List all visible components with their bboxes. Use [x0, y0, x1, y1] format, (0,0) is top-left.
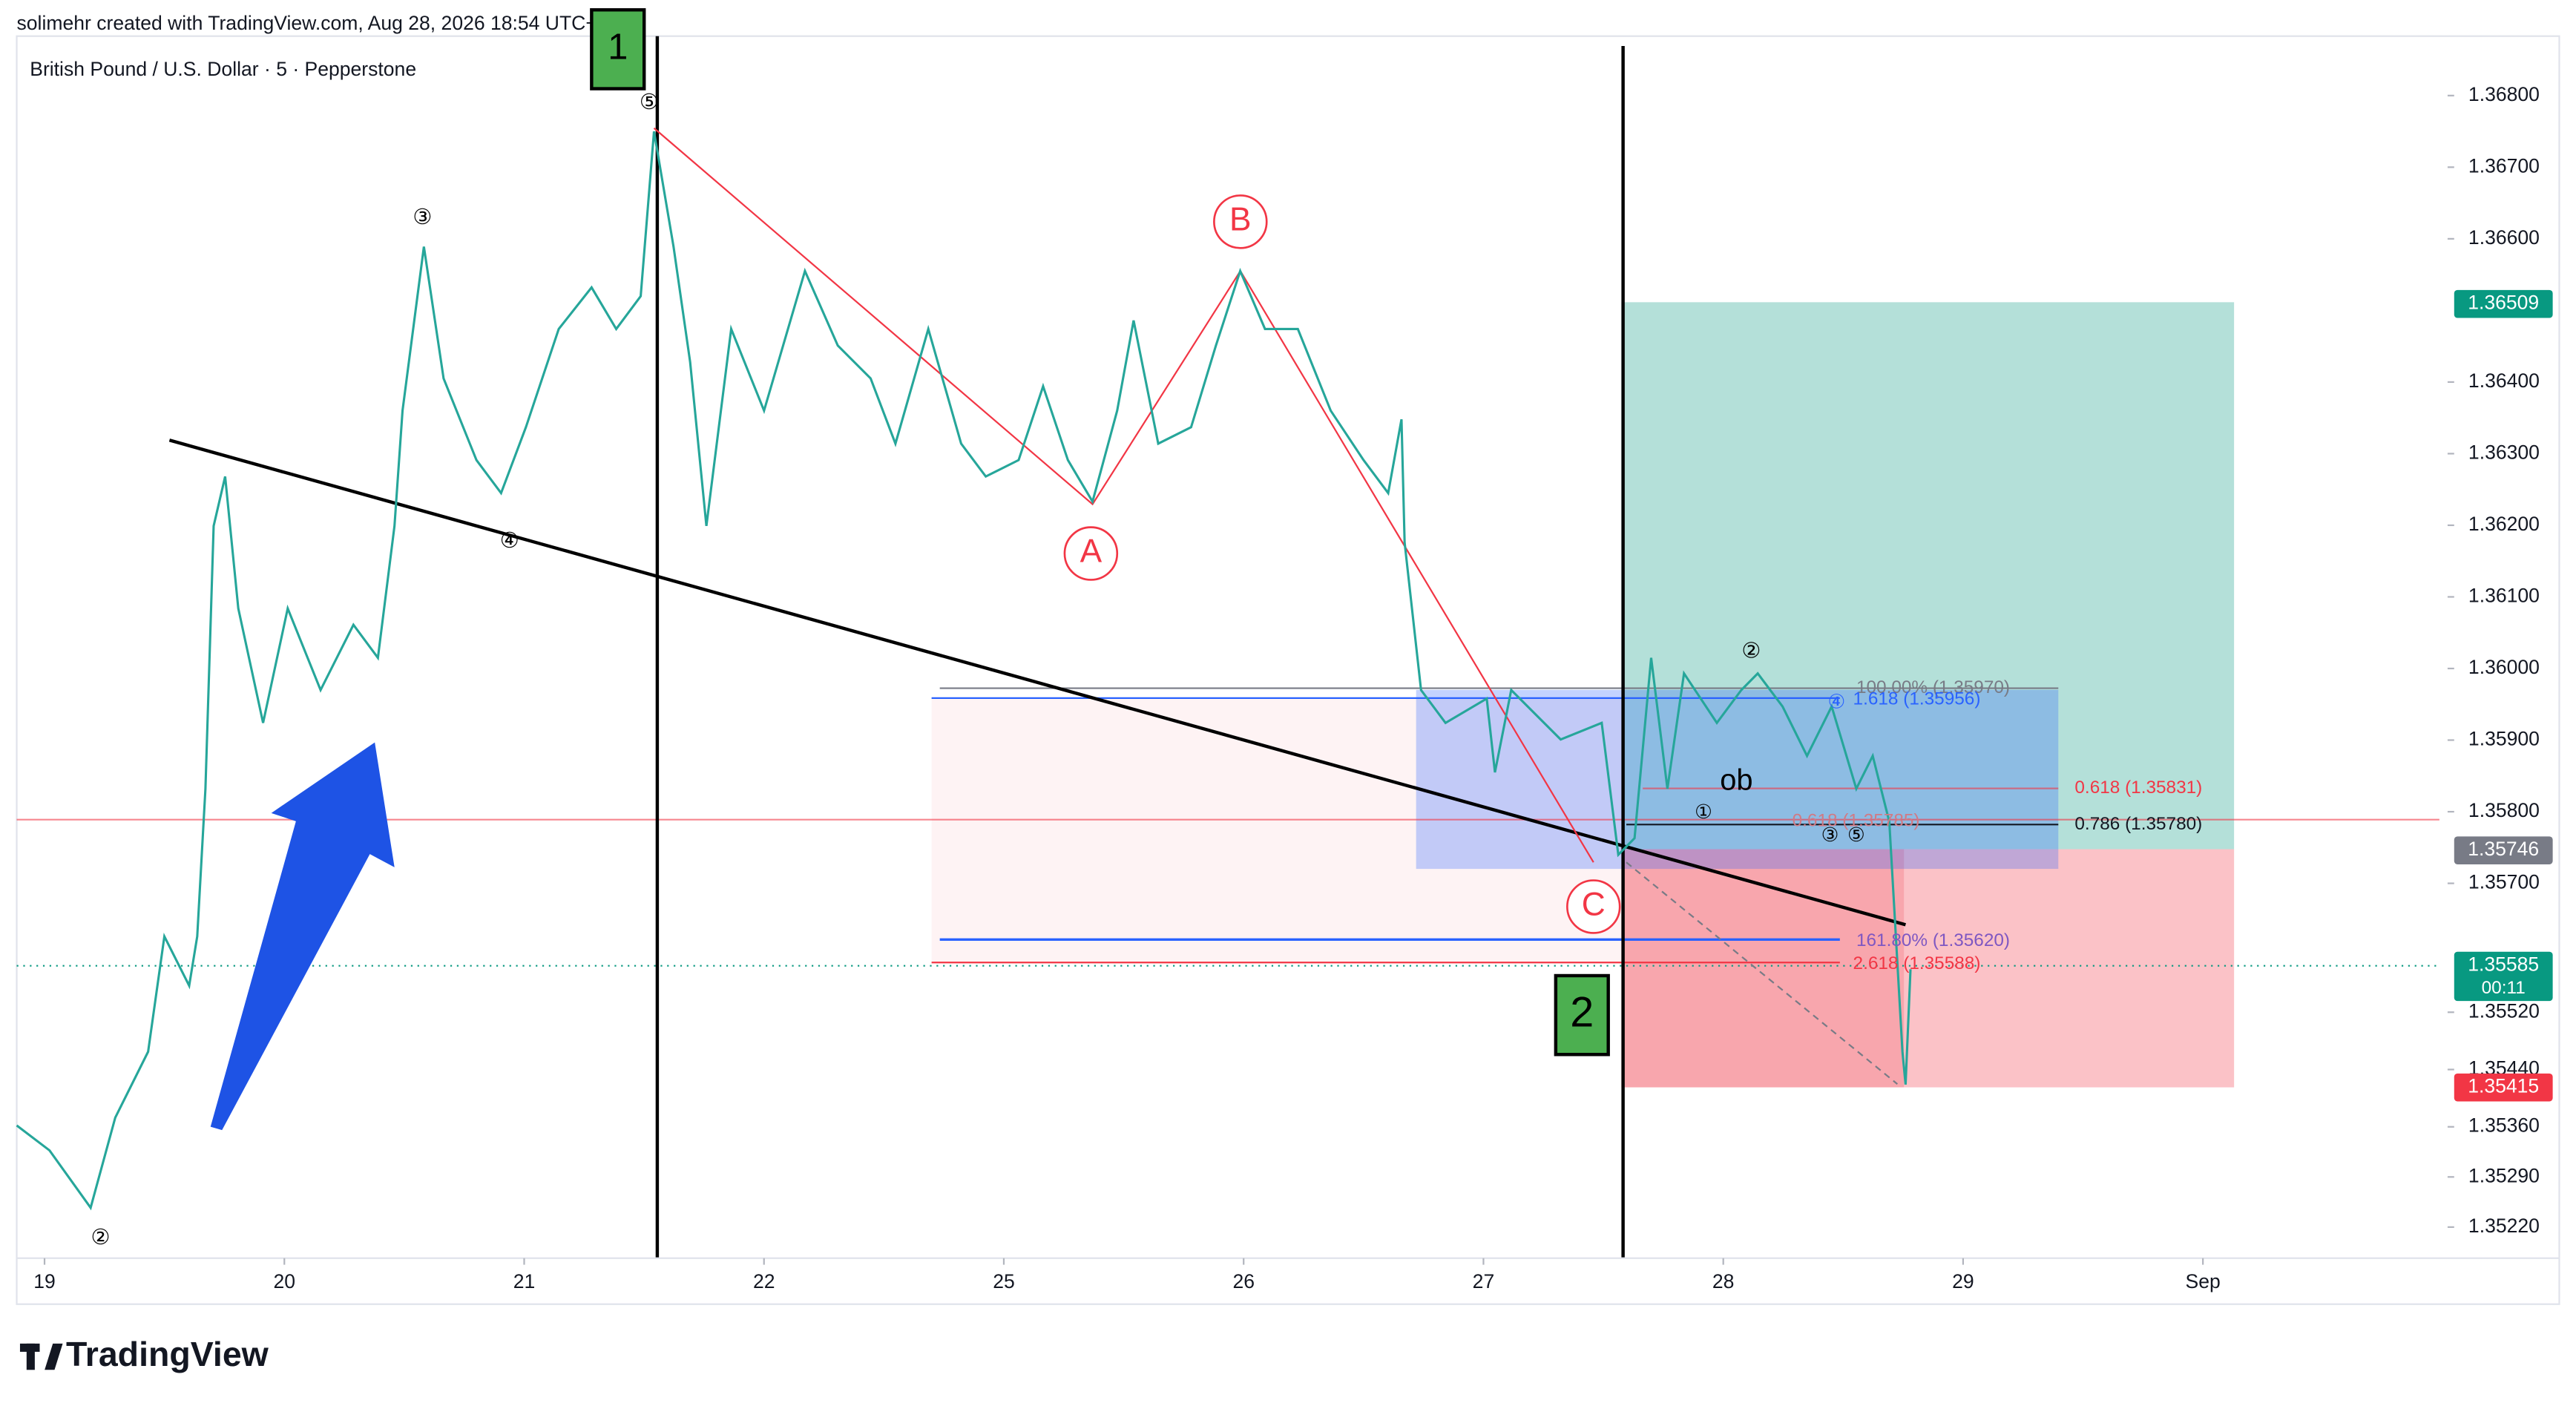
zone: [931, 697, 1622, 963]
x-tick-label: 20: [273, 1270, 295, 1292]
target-zone: [1621, 302, 2235, 850]
wave-label: A: [1080, 533, 1103, 570]
x-tick-label: 26: [1232, 1270, 1255, 1292]
y-tick-label: 1.35520: [2468, 999, 2540, 1022]
symbol-title: British Pound / U.S. Dollar · 5 · Pepper…: [30, 58, 416, 80]
wave-label: ③: [413, 206, 432, 229]
wave-label: ④: [1827, 691, 1845, 713]
wave-box: [590, 8, 646, 91]
countdown: 00:11: [2482, 978, 2526, 998]
y-tick-label: 1.35700: [2468, 871, 2540, 893]
fib-label: 2.618 (1.35588): [1853, 953, 1981, 973]
fib-label: 0.618 (1.35831): [2074, 778, 2202, 798]
price-line: [16, 131, 1912, 1211]
logo-mark: [19, 1343, 63, 1370]
y-tick-label: 1.36100: [2468, 584, 2540, 606]
price-badge-label: 1.35415: [2468, 1075, 2539, 1097]
y-tick-label: 1.36200: [2468, 513, 2540, 535]
stop-zone-fill: [1621, 849, 1905, 1088]
wave-label: ob: [1720, 763, 1752, 796]
x-tick-label: 21: [513, 1270, 536, 1292]
fib-label: 0.786 (1.35780): [2074, 814, 2202, 834]
price-badge-label: 1.35746: [2468, 838, 2539, 860]
wave-label: ①: [1695, 801, 1712, 823]
projection: [1626, 861, 1899, 1085]
x-tick-label: 27: [1473, 1270, 1495, 1292]
price-badge-label: 1.36509: [2468, 292, 2539, 314]
wave-circle: [1213, 194, 1268, 249]
y-tick-label: 1.36300: [2468, 441, 2540, 463]
ob-box: [1416, 689, 2059, 870]
y-tick-label: 1.35800: [2468, 799, 2540, 821]
x-tick-label: 29: [1952, 1270, 1974, 1292]
y-tick-label: 1.36800: [2468, 83, 2540, 105]
fib-label: 1.618 (1.35956): [1853, 689, 1981, 709]
price-badge: [2454, 951, 2553, 1002]
wave-label: C: [1582, 887, 1606, 923]
price-badge-label: 1.35585: [2468, 953, 2539, 976]
wave-box: [1554, 973, 1610, 1057]
logo-shape: [45, 1343, 63, 1370]
wave-circle: [1063, 526, 1119, 581]
y-tick-label: 1.35360: [2468, 1114, 2540, 1137]
fib-label: 100.00% (1.35970): [1856, 677, 2010, 697]
logo: TradingView: [66, 1335, 269, 1373]
wave-label: ②: [1741, 639, 1761, 663]
stop-zone: [1621, 849, 2235, 1088]
wave-circle: [1566, 879, 1621, 934]
logo-shape: [26, 1343, 35, 1370]
x-tick-label: 28: [1712, 1270, 1735, 1292]
wave-label: 1: [608, 27, 628, 67]
y-tick-label: 1.36000: [2468, 656, 2540, 678]
arrow: [210, 742, 395, 1131]
price-badge: [2454, 1073, 2553, 1102]
x-tick-label: 19: [33, 1270, 56, 1292]
wave-label: B: [1229, 202, 1252, 238]
x-tick-label: 22: [753, 1270, 775, 1292]
wave-label: 2: [1570, 988, 1594, 1036]
wave-label: ⑤: [1847, 824, 1865, 846]
x-tick-label: Sep: [2186, 1270, 2221, 1292]
abc-path: [653, 127, 1594, 863]
drawings: [16, 36, 2439, 1258]
x-tick-label: 25: [993, 1270, 1015, 1292]
frame: [16, 35, 2560, 1305]
wave-label: ④: [500, 529, 519, 553]
y-tick-label: 1.36400: [2468, 369, 2540, 392]
y-tick-label: 1.35220: [2468, 1215, 2540, 1237]
wave-label: ②: [91, 1226, 111, 1249]
wave-label: ⑤: [640, 91, 659, 114]
wave-label: ③: [1821, 824, 1839, 846]
price-badge: [2454, 836, 2553, 864]
y-tick-label: 1.36700: [2468, 154, 2540, 177]
price-badge: [2454, 289, 2553, 318]
y-tick-label: 1.35900: [2468, 728, 2540, 750]
fib-label: 0.618 (1.35785): [1793, 810, 1920, 830]
fib-label: 161.80% (1.35620): [1856, 930, 2010, 950]
y-tick-label: 1.35290: [2468, 1164, 2540, 1186]
y-tick-label: 1.36600: [2468, 226, 2540, 249]
credit: solimehr created with TradingView.com, A…: [17, 12, 636, 34]
